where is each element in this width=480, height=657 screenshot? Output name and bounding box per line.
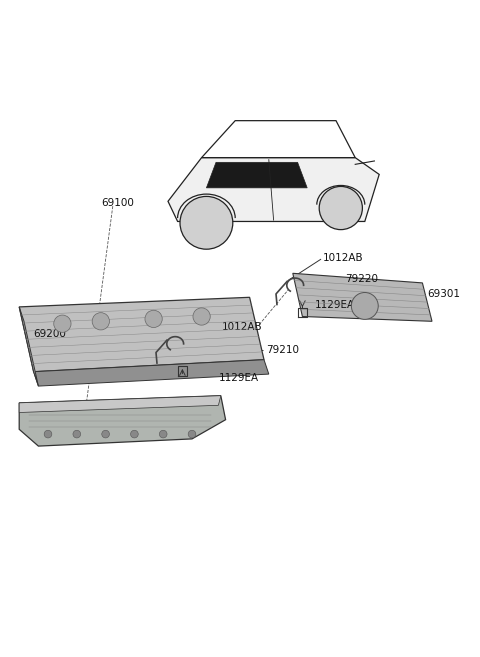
Polygon shape — [19, 396, 226, 446]
Text: 79220: 79220 — [346, 274, 379, 284]
Circle shape — [54, 315, 71, 332]
Polygon shape — [168, 158, 379, 221]
Circle shape — [131, 430, 138, 438]
Text: 79210: 79210 — [266, 345, 300, 355]
Polygon shape — [202, 121, 355, 158]
Circle shape — [102, 430, 109, 438]
Text: 1129EA: 1129EA — [314, 300, 355, 311]
Polygon shape — [293, 273, 432, 321]
Circle shape — [159, 430, 167, 438]
Text: 69100: 69100 — [101, 198, 133, 208]
Polygon shape — [19, 298, 264, 372]
Text: 1012AB: 1012AB — [323, 253, 363, 263]
Polygon shape — [19, 396, 221, 413]
Circle shape — [73, 430, 81, 438]
Polygon shape — [206, 162, 307, 188]
Circle shape — [145, 310, 162, 328]
Text: 1129EA: 1129EA — [218, 373, 259, 383]
Circle shape — [180, 196, 233, 249]
Text: 69301: 69301 — [427, 289, 460, 299]
Circle shape — [193, 308, 210, 325]
Polygon shape — [34, 359, 269, 386]
Circle shape — [92, 313, 109, 330]
Circle shape — [188, 430, 196, 438]
Circle shape — [351, 292, 378, 319]
Polygon shape — [19, 307, 38, 386]
Circle shape — [319, 187, 362, 229]
Text: 69200: 69200 — [34, 329, 66, 339]
Circle shape — [44, 430, 52, 438]
Text: 1012AB: 1012AB — [222, 321, 263, 332]
